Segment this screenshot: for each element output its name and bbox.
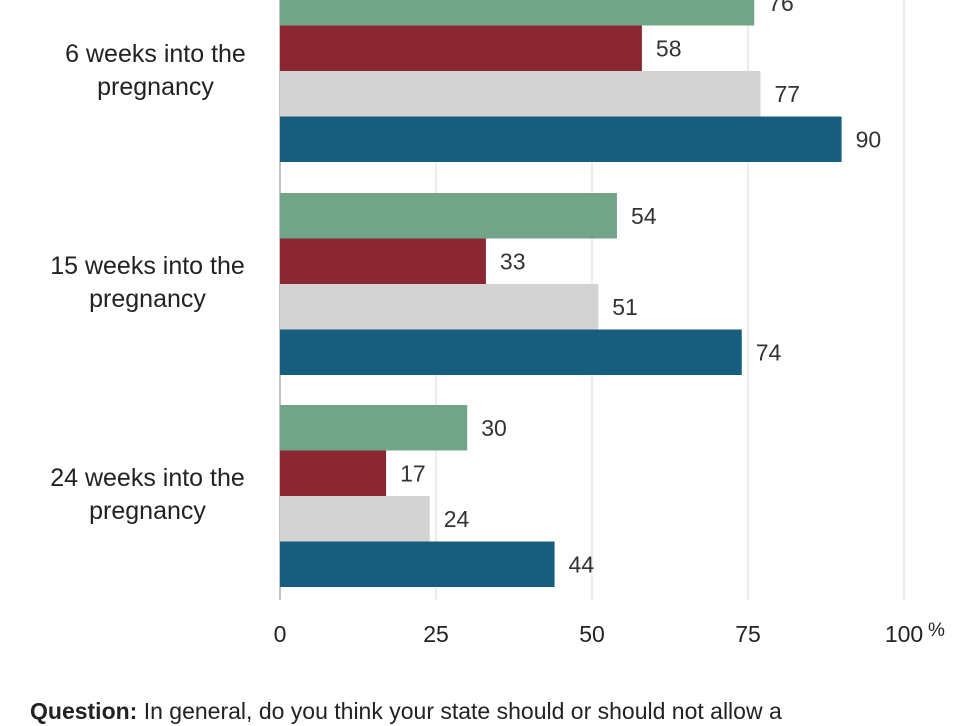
value-label-cat2-series1: 54 bbox=[631, 203, 657, 229]
bar-cat2-series4 bbox=[280, 329, 742, 375]
bar-cat2-series3 bbox=[280, 284, 599, 330]
bar-cat1-series3 bbox=[280, 71, 761, 117]
value-label-cat1-series1: 76 bbox=[768, 0, 794, 16]
value-label-cat3-series4: 44 bbox=[569, 551, 595, 577]
bar-cat3-series3 bbox=[280, 496, 430, 542]
bar-cat3-series4 bbox=[280, 541, 555, 587]
value-label-cat1-series3: 77 bbox=[774, 81, 800, 107]
bar-cat1-series4 bbox=[280, 116, 842, 162]
x-tick-label-50: 50 bbox=[579, 621, 605, 647]
value-label-cat1-series4: 90 bbox=[856, 126, 882, 152]
question-label: Question: bbox=[30, 698, 138, 724]
value-label-cat3-series3: 24 bbox=[444, 506, 470, 532]
value-label-cat2-series4: 74 bbox=[756, 339, 782, 365]
value-label-cat3-series1: 30 bbox=[481, 415, 507, 441]
bar-cat3-series1 bbox=[280, 405, 468, 451]
bar-cat2-series1 bbox=[280, 193, 617, 239]
x-axis-unit: % bbox=[928, 620, 945, 641]
category-label-15-weeks: 15 weeks into the pregnancy bbox=[50, 252, 245, 313]
bar-cat1-series1 bbox=[280, 0, 755, 26]
category-label-24-weeks: 24 weeks into the pregnancy bbox=[50, 464, 245, 525]
x-tick-label-0: 0 bbox=[273, 621, 287, 647]
question-text: Question: In general, do you think your … bbox=[30, 696, 970, 726]
question-body: In general, do you think your state shou… bbox=[143, 698, 782, 724]
bar-cat1-series2 bbox=[280, 25, 642, 71]
category-label-6-weeks: 6 weeks into the pregnancy bbox=[65, 40, 246, 101]
x-tick-label-25: 25 bbox=[423, 621, 449, 647]
value-label-cat3-series2: 17 bbox=[400, 460, 426, 486]
bar-cat3-series2 bbox=[280, 450, 387, 496]
bar-cat2-series2 bbox=[280, 238, 486, 284]
value-label-cat2-series2: 33 bbox=[500, 248, 526, 274]
x-tick-label-100: 100 bbox=[884, 621, 924, 647]
x-tick-label-75: 75 bbox=[735, 621, 761, 647]
value-label-cat2-series3: 51 bbox=[612, 294, 638, 320]
value-label-cat1-series2: 58 bbox=[656, 35, 682, 61]
